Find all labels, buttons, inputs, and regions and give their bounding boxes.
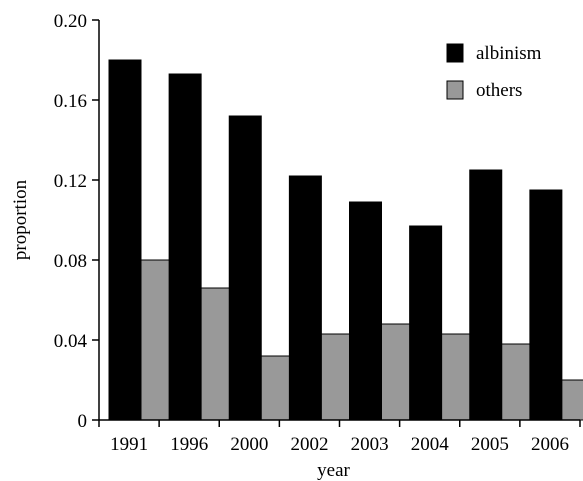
y-axis-label: proportion bbox=[10, 179, 31, 260]
x-tick-label: 2006 bbox=[531, 434, 569, 455]
bar-others-2006 bbox=[561, 379, 583, 421]
x-tick-label: 2003 bbox=[351, 434, 389, 455]
legend: albinism others bbox=[446, 43, 542, 101]
bar-others-1996 bbox=[200, 287, 234, 421]
x-tick-label: 2002 bbox=[290, 434, 328, 455]
y-tick-label: 0 bbox=[78, 411, 88, 432]
bar-others-2003 bbox=[381, 323, 414, 421]
bar-others-2000 bbox=[260, 355, 294, 421]
y-tick-label: 0.08 bbox=[54, 251, 87, 272]
bar-albinism-2004 bbox=[409, 225, 443, 421]
x-axis-label: year bbox=[317, 460, 350, 481]
legend-label-albinism: albinism bbox=[476, 43, 542, 64]
legend-label-others: others bbox=[476, 80, 522, 101]
x-tick-label: 1991 bbox=[110, 434, 148, 455]
bar-albinism-2006 bbox=[529, 189, 563, 421]
bar-others-2004 bbox=[441, 333, 475, 421]
y-tick-label: 0.20 bbox=[54, 11, 87, 32]
x-tick-label: 1996 bbox=[170, 434, 208, 455]
bar-others-1991 bbox=[140, 259, 174, 421]
y-tick-label: 0.12 bbox=[54, 171, 87, 192]
bar-albinism-1996 bbox=[168, 73, 202, 421]
x-tick-label: 2005 bbox=[471, 434, 509, 455]
axes-layer: 0 0.04 0.08 0.12 0.16 0.20 1991 1996 2000 2002 200… bbox=[10, 11, 581, 481]
legend-swatch-albinism bbox=[446, 43, 464, 63]
bar-others-2005 bbox=[501, 343, 535, 421]
bar-albinism-2000 bbox=[228, 115, 262, 421]
legend-swatch-others bbox=[446, 80, 464, 100]
bar-others-2002 bbox=[320, 333, 354, 421]
bar-albinism-2005 bbox=[469, 169, 503, 421]
x-tick-label: 2000 bbox=[230, 434, 268, 455]
y-tick-label: 0.04 bbox=[54, 331, 88, 352]
y-tick-label: 0.16 bbox=[54, 91, 87, 112]
x-tick-label: 2004 bbox=[411, 434, 450, 455]
bar-albinism-2003 bbox=[349, 201, 382, 421]
bar-albinism-1991 bbox=[108, 59, 142, 421]
bar-albinism-2002 bbox=[288, 175, 322, 421]
bars-layer bbox=[108, 59, 583, 421]
